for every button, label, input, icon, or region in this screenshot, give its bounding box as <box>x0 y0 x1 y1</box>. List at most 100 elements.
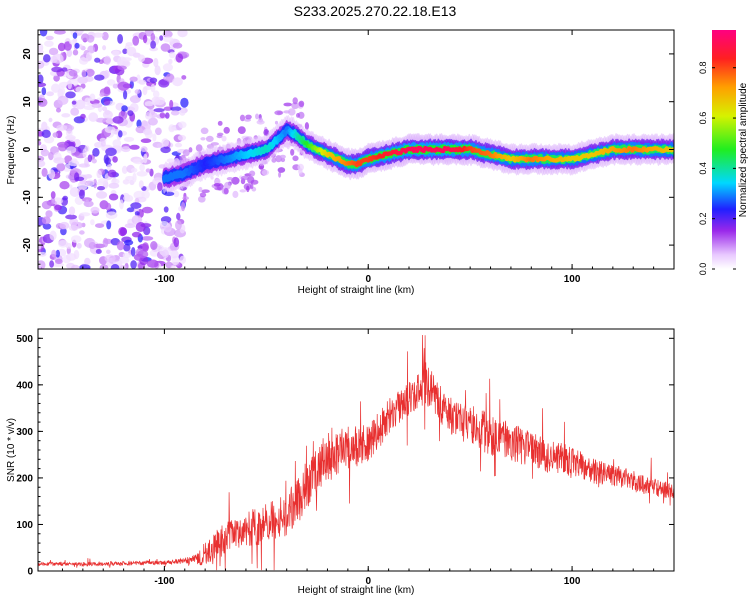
heat-noise-blob <box>130 202 142 209</box>
heat-noise-blob <box>58 144 67 152</box>
heat-noise-blob <box>175 220 182 231</box>
heat-noise-blob <box>170 265 176 269</box>
heat-noise-blob <box>112 139 122 148</box>
heat-noise-blob <box>122 48 128 55</box>
heat-noise-blob <box>169 99 174 109</box>
heat-noise-blob <box>144 101 154 107</box>
heat-noise-blob <box>62 195 68 201</box>
heat-noise-blob <box>240 175 250 181</box>
heat-noise-blob <box>84 145 90 152</box>
heat-noise-blob <box>246 185 250 193</box>
spectrogram-ytick-label: 0 <box>22 146 33 152</box>
heat-noise-blob <box>94 74 105 81</box>
heat-noise-blob <box>117 34 123 44</box>
heat-noise-blob <box>71 264 80 269</box>
colorbar-tick-label: 0.8 <box>698 61 708 74</box>
heat-noise-blob <box>65 242 72 249</box>
heat-noise-blob <box>52 53 64 64</box>
snr-ytick-label: 500 <box>16 334 33 345</box>
heat-noise-blob <box>92 32 104 38</box>
heat-noise-blob <box>67 80 72 90</box>
heat-noise-blob <box>96 181 105 186</box>
heat-noise-blob <box>117 81 130 91</box>
heat-noise-blob <box>57 95 69 106</box>
heat-noise-blob <box>38 97 48 107</box>
heat-noise-blob <box>162 63 173 72</box>
heat-noise-blob <box>68 224 79 231</box>
heat-noise-blob <box>54 204 62 211</box>
heat-noise-blob <box>249 170 256 177</box>
heat-noise-blob <box>49 230 57 241</box>
heat-noise-blob <box>97 186 105 191</box>
heat-noise-blob <box>41 129 51 138</box>
spectrogram-xlabel: Height of straight line (km) <box>298 285 415 296</box>
heat-noise-blob <box>100 140 106 147</box>
heat-noise-blob <box>162 30 173 38</box>
heat-noise-blob <box>85 68 95 77</box>
spectrogram-xtick-label: -100 <box>154 274 174 285</box>
heat-noise-blob <box>107 162 112 172</box>
heat-noise-blob <box>79 230 85 235</box>
colorbar: 0.0 0.2 0.4 0.6 0.8 Normalized spectral ampl… <box>698 30 749 275</box>
heat-noise-blob <box>48 117 53 123</box>
heat-noise-blob <box>153 57 159 68</box>
snr-ylabel: SNR (10 * v/v) <box>6 418 17 482</box>
heat-noise-blob <box>223 126 230 134</box>
heat-noise-blob <box>153 108 165 113</box>
heat-noise-blob <box>150 40 157 49</box>
heat-noise-blob <box>180 97 189 108</box>
colorbar-label: Normalized spectral amplitude <box>738 82 749 217</box>
heat-noise-blob <box>283 102 293 107</box>
heat-noise-blob <box>170 110 180 116</box>
heat-noise-blob <box>129 95 141 104</box>
heat-noise-blob <box>179 108 186 116</box>
heat-noise-blob <box>116 241 125 251</box>
heat-noise-blob <box>178 30 183 37</box>
heat-noise-blob <box>65 214 77 220</box>
heat-noise-blob <box>46 91 54 97</box>
heat-noise-blob <box>66 49 73 58</box>
heat-noise-blob <box>256 120 265 125</box>
heat-noise-blob <box>290 148 295 156</box>
heat-noise-blob <box>131 247 136 257</box>
heat-noise-blob <box>108 182 120 189</box>
heat-noise-blob <box>106 249 111 254</box>
heat-noise-blob <box>106 79 116 86</box>
heat-noise-blob <box>140 146 148 153</box>
heat-noise-blob <box>75 99 86 110</box>
heat-noise-blob <box>148 117 158 126</box>
heat-noise-blob <box>93 178 98 189</box>
heat-noise-blob <box>61 67 68 72</box>
heat-noise-blob <box>136 171 148 177</box>
heat-noise-blob <box>126 46 137 57</box>
heat-noise-blob <box>49 260 54 268</box>
heat-noise-blob <box>177 134 187 141</box>
heat-noise-blob <box>217 132 224 136</box>
heat-noise-blob <box>103 154 109 165</box>
heat-noise-blob <box>152 90 160 98</box>
heat-noise-blob <box>123 136 135 142</box>
heat-noise-blob <box>132 158 145 165</box>
heat-noise-blob <box>89 93 96 102</box>
heat-noise-blob <box>84 257 91 266</box>
heat-noise-blob <box>59 181 70 190</box>
heat-noise-blob <box>103 98 111 106</box>
heat-noise-blob <box>91 158 97 164</box>
spectrogram-xtick-label: 0 <box>365 274 371 285</box>
snr-ytick-label: 0 <box>27 567 33 578</box>
heat-noise-blob <box>65 253 77 261</box>
heat-noise-blob <box>145 111 152 120</box>
spectrogram-xtick-label: 100 <box>564 274 581 285</box>
heat-noise-blob <box>69 40 77 45</box>
heat-noise-blob <box>95 117 107 123</box>
heat-noise-blob <box>168 51 176 59</box>
snr-axes: -100 0 100 0 100 200 300 400 500 <box>16 329 675 587</box>
heat-noise-blob <box>79 212 91 217</box>
heat-noise-blob <box>107 169 117 178</box>
heat-noise-blob <box>38 74 44 84</box>
heat-noise-blob <box>158 79 170 88</box>
heat-noise-blob <box>166 158 175 163</box>
heat-noise-blob <box>278 171 282 178</box>
heat-noise-blob <box>59 221 70 230</box>
